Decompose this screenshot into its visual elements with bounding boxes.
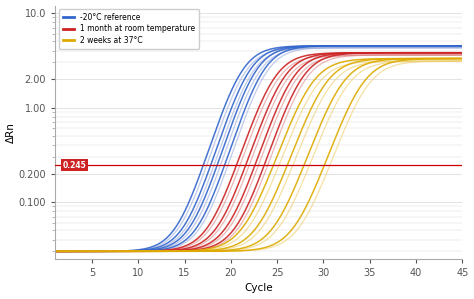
Text: 0.245: 0.245 <box>63 161 86 170</box>
Legend: -20°C reference, 1 month at room temperature, 2 weeks at 37°C: -20°C reference, 1 month at room tempera… <box>59 9 199 49</box>
X-axis label: Cycle: Cycle <box>244 283 273 293</box>
Y-axis label: ΔRn: ΔRn <box>6 122 16 143</box>
